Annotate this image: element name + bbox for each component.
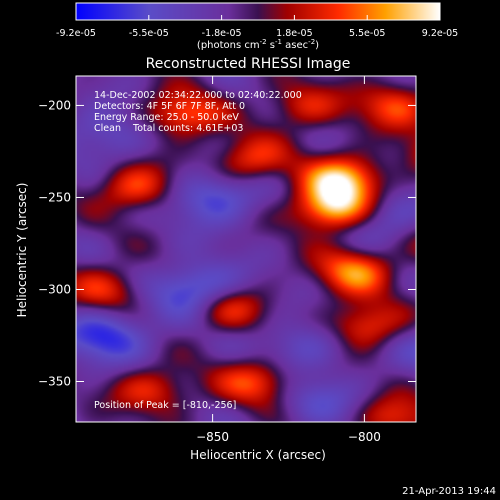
chart-title: Reconstructed RHESSI Image xyxy=(146,56,351,72)
colorbar-tick-label: 1.8e-05 xyxy=(276,28,312,39)
axis-ticks: −850−800−750−200−250−300−350 xyxy=(38,76,500,444)
colorbar-tick-label: -1.8e-05 xyxy=(202,28,242,39)
y-tick-label: −300 xyxy=(38,282,71,296)
plot-frame xyxy=(75,75,417,423)
colorbar xyxy=(75,2,441,21)
info-line-counts: Clean Total counts: 4.61E+03 xyxy=(94,123,243,134)
y-axis-label: Heliocentric Y (arcsec) xyxy=(15,183,29,318)
y-tick-label: −200 xyxy=(38,98,71,112)
colorbar-tick-label: -5.5e-05 xyxy=(129,28,169,39)
x-tick-label: −850 xyxy=(196,430,229,444)
colorbar-tick-label: 9.2e-05 xyxy=(422,28,458,39)
info-block: 14-Dec-2002 02:34:22.000 to 02:40:22.000… xyxy=(94,90,302,134)
y-tick-label: −350 xyxy=(38,375,71,389)
x-axis-label: Heliocentric X (arcsec) xyxy=(190,448,326,462)
colorbar-ticks: -9.2e-05 -5.5e-05 -1.8e-05 1.8e-05 5.5e-05 9.… xyxy=(56,15,458,39)
info-line-energy: Energy Range: 25.0 - 50.0 keV xyxy=(94,112,239,123)
x-tick-label: −800 xyxy=(348,430,381,444)
heatmap-image xyxy=(76,76,416,422)
info-line-time: 14-Dec-2002 02:34:22.000 to 02:40:22.000 xyxy=(94,90,302,101)
colorbar-unit-label: (photons cm-2 s-1 asec-2) xyxy=(197,38,319,51)
colorbar-tick-label: -9.2e-05 xyxy=(56,28,96,39)
colorbar-tick-label: 5.5e-05 xyxy=(349,28,385,39)
info-line-detectors: Detectors: 4F 5F 6F 7F 8F, Att 0 xyxy=(94,101,245,112)
peak-position-label: Position of Peak = [-810,-256] xyxy=(94,400,236,411)
y-tick-label: −250 xyxy=(38,190,71,204)
timestamp: 21-Apr-2013 19:44 xyxy=(402,486,496,497)
